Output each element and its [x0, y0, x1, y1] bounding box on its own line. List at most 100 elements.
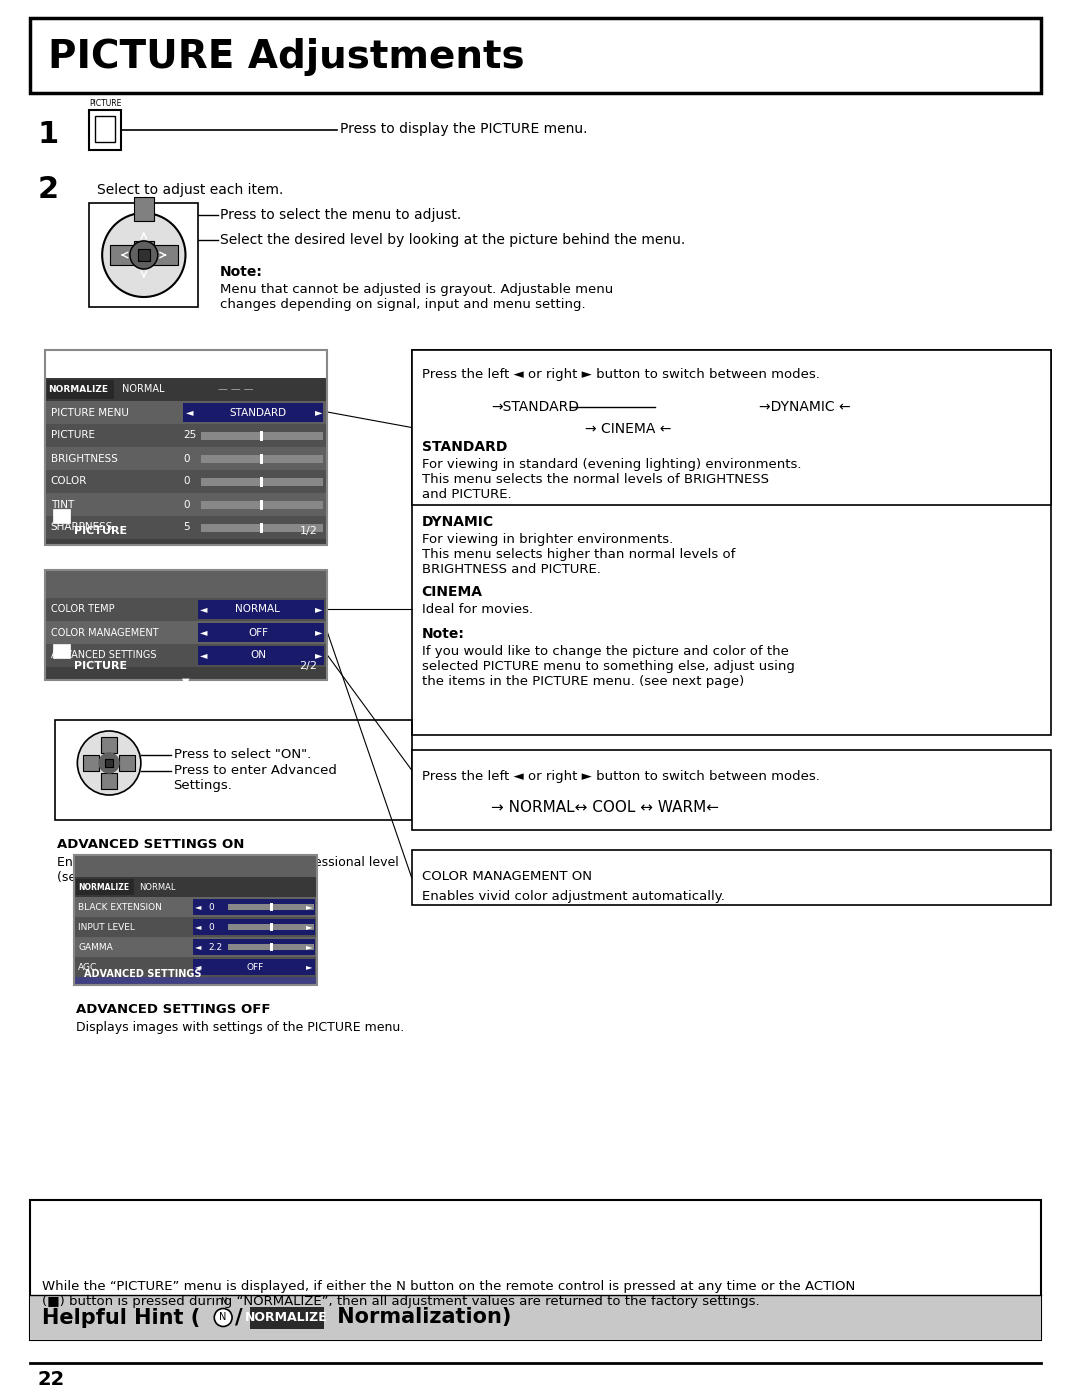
Text: ►: ►: [315, 627, 322, 637]
Bar: [44, 570, 327, 680]
Text: ◄: ◄: [201, 651, 207, 661]
Bar: [134, 242, 153, 265]
Text: ▼: ▼: [183, 678, 190, 687]
Text: →DYNAMIC ←: →DYNAMIC ←: [759, 400, 850, 414]
Text: COLOR: COLOR: [51, 476, 87, 486]
Text: TINT: TINT: [51, 500, 73, 510]
Text: Note:: Note:: [421, 627, 464, 641]
Text: 0: 0: [208, 902, 214, 911]
Bar: [260, 476, 264, 486]
Bar: [105, 759, 113, 767]
Bar: [260, 500, 264, 510]
Text: Helpful Hint (: Helpful Hint (: [42, 1308, 200, 1327]
Bar: [75, 855, 318, 985]
Text: For viewing in standard (evening lighting) environments.
This menu selects the n: For viewing in standard (evening lightin…: [421, 458, 801, 502]
Text: ◄: ◄: [201, 627, 207, 637]
Bar: [53, 644, 70, 658]
Text: ►: ►: [315, 605, 322, 615]
Text: GAMMA: GAMMA: [79, 943, 113, 951]
Text: Menu that cannot be adjusted is grayout. Adjustable menu
changes depending on si: Menu that cannot be adjusted is grayout.…: [220, 284, 613, 312]
Text: ON: ON: [249, 651, 266, 661]
Bar: [228, 944, 314, 950]
Text: PICTURE MENU: PICTURE MENU: [51, 408, 129, 418]
Bar: [228, 904, 314, 909]
Bar: [411, 849, 1051, 905]
Text: /: /: [235, 1308, 249, 1327]
Text: INPUT LEVEL: INPUT LEVEL: [79, 922, 135, 932]
Text: Ideal for movies.: Ideal for movies.: [421, 604, 532, 616]
Text: Press to select the menu to adjust.: Press to select the menu to adjust.: [220, 208, 461, 222]
Text: Select to adjust each item.: Select to adjust each item.: [97, 183, 284, 197]
Text: NORMALIZE: NORMALIZE: [79, 883, 130, 891]
Text: Displays images with settings of the PICTURE menu.: Displays images with settings of the PIC…: [77, 1021, 405, 1034]
Bar: [30, 1200, 1041, 1340]
Text: ◄: ◄: [195, 963, 202, 971]
Text: Normalization): Normalization): [330, 1308, 512, 1327]
Bar: [77, 879, 134, 895]
Bar: [44, 622, 327, 644]
Bar: [55, 719, 411, 820]
Bar: [46, 380, 114, 400]
Bar: [411, 750, 1051, 830]
Text: ADVANCED SETTINGS: ADVANCED SETTINGS: [84, 970, 202, 979]
Text: PICTURE: PICTURE: [89, 99, 121, 108]
Text: ◄: ◄: [201, 605, 207, 615]
Bar: [199, 623, 324, 643]
Text: STANDARD: STANDARD: [421, 440, 507, 454]
Text: ►: ►: [306, 963, 312, 971]
Text: ◄: ◄: [195, 902, 202, 911]
Bar: [411, 351, 1051, 735]
Text: ◄: ◄: [186, 408, 193, 418]
Text: Press the left ◄ or right ► button to switch between modes.: Press the left ◄ or right ► button to sw…: [421, 770, 820, 782]
Text: NORMAL: NORMAL: [139, 883, 175, 891]
Text: →STANDARD: →STANDARD: [491, 400, 579, 414]
Bar: [153, 244, 177, 265]
Text: 2.2: 2.2: [208, 943, 222, 951]
Bar: [138, 249, 150, 261]
Bar: [249, 1306, 324, 1329]
Text: ►: ►: [315, 408, 322, 418]
Text: NORMAL: NORMAL: [122, 384, 164, 394]
Text: 2/2: 2/2: [299, 661, 318, 671]
Bar: [201, 500, 323, 509]
Bar: [193, 919, 315, 935]
Text: SHARPNESS: SHARPNESS: [51, 522, 113, 532]
Bar: [90, 110, 121, 149]
Bar: [201, 454, 323, 462]
Bar: [199, 645, 324, 665]
Circle shape: [103, 212, 186, 298]
Bar: [44, 493, 327, 515]
Bar: [201, 432, 323, 440]
Bar: [184, 402, 323, 422]
Text: 1: 1: [38, 120, 59, 149]
Bar: [44, 401, 327, 425]
Bar: [95, 116, 116, 142]
Bar: [270, 923, 273, 930]
Bar: [30, 18, 1041, 94]
Text: ADVANCED SETTINGS: ADVANCED SETTINGS: [51, 651, 157, 661]
Text: 0: 0: [184, 476, 190, 486]
Text: PICTURE: PICTURE: [75, 661, 127, 671]
Text: OFF: OFF: [246, 963, 264, 971]
Text: OFF: OFF: [248, 627, 268, 637]
Text: 22: 22: [38, 1370, 65, 1389]
Bar: [270, 943, 273, 951]
Bar: [44, 379, 327, 401]
Bar: [44, 652, 327, 680]
Text: ADVANCED SETTINGS OFF: ADVANCED SETTINGS OFF: [77, 1003, 271, 1016]
Bar: [75, 937, 318, 957]
Text: ADVANCED SETTINGS ON: ADVANCED SETTINGS ON: [56, 838, 244, 851]
Bar: [270, 902, 273, 911]
Text: ►: ►: [315, 651, 322, 661]
Text: → NORMAL↔ COOL ↔ WARM←: → NORMAL↔ COOL ↔ WARM←: [491, 800, 719, 814]
Circle shape: [99, 753, 119, 773]
Text: Enables fine picture adjustment at a professional level
(see next page).: Enables fine picture adjustment at a pro…: [56, 856, 399, 884]
Text: AGC: AGC: [79, 963, 97, 971]
Bar: [44, 515, 327, 539]
Bar: [75, 855, 318, 963]
Bar: [75, 957, 318, 977]
Text: CINEMA: CINEMA: [421, 585, 483, 599]
Bar: [75, 916, 318, 937]
Text: ►: ►: [306, 922, 312, 932]
Circle shape: [214, 1309, 232, 1327]
